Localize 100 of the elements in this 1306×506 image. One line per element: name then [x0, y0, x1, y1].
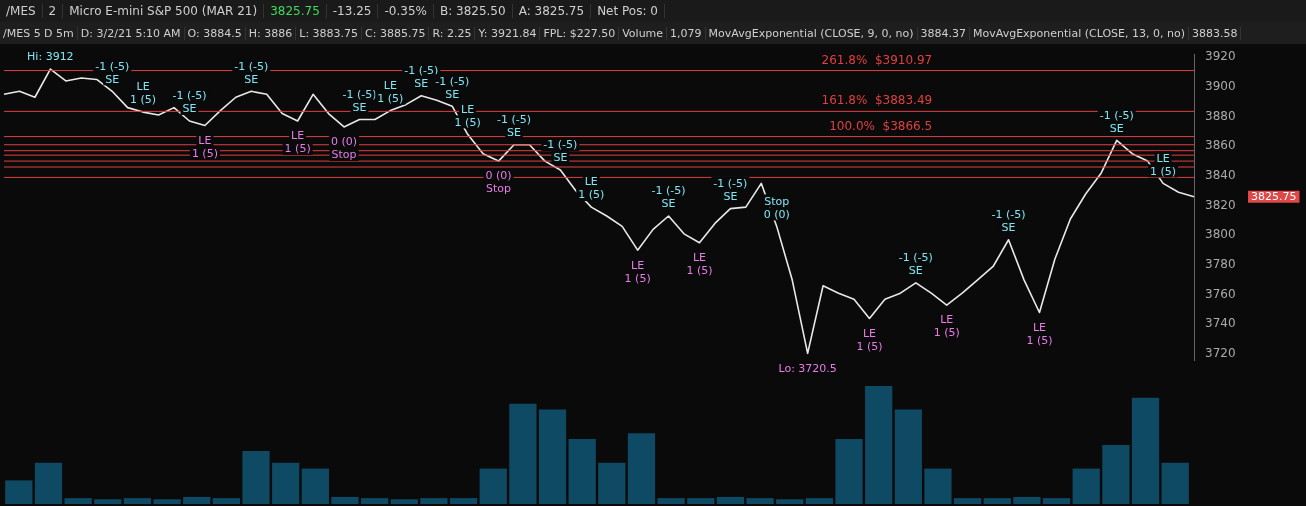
text: FPL: $227.50	[540, 26, 620, 40]
annotation: LE 1 (5)	[624, 258, 651, 285]
annotation: -1 (-5) SE	[651, 184, 686, 211]
annotation: LE 1 (5)	[130, 80, 157, 107]
text: C: 3885.75	[362, 26, 430, 40]
text: 3825.75	[264, 4, 327, 18]
ref-line-label: 161.8% $3883.49	[821, 93, 933, 108]
annotation: Hi: 3912	[27, 50, 74, 64]
text: /MES	[0, 4, 43, 18]
text: MovAvgExponential (CLOSE, 13, 0, no)	[970, 26, 1189, 40]
annotation: LE 1 (5)	[933, 313, 960, 340]
bar	[1072, 468, 1100, 504]
annotation: LE 1 (5)	[1150, 151, 1177, 178]
text: 1,079	[667, 26, 706, 40]
bar	[716, 496, 745, 504]
bar	[420, 498, 448, 504]
y-tick-label: 3820	[1205, 197, 1236, 212]
bar	[331, 496, 359, 504]
text: Volume	[619, 26, 668, 40]
y-tick-label: 3740	[1205, 316, 1236, 331]
bar	[242, 450, 270, 504]
y-tick-label: 3760	[1205, 286, 1236, 301]
y-tick-label: 3720	[1205, 346, 1236, 361]
y-tick-label: 3860	[1205, 138, 1236, 153]
bar	[123, 498, 152, 504]
text: MovAvgExponential (CLOSE, 9, 0, no)	[705, 26, 918, 40]
annotation: LE 1 (5)	[191, 133, 218, 160]
bar	[390, 499, 418, 504]
bar	[5, 480, 33, 504]
text: 3825.75	[1251, 189, 1297, 203]
bar	[1013, 496, 1041, 504]
annotation: Stop 0 (0)	[763, 194, 790, 221]
bar	[835, 439, 863, 504]
y-tick-label: 3800	[1205, 227, 1236, 242]
y-tick-label: 3920	[1205, 49, 1236, 64]
text: B: 3825.50	[433, 4, 513, 18]
bar	[34, 462, 63, 504]
ref-line-label: 261.8% $3910.97	[821, 52, 933, 67]
annotation: 0 (0) Stop	[485, 169, 512, 196]
bar	[568, 439, 596, 504]
text: O: 3884.5	[184, 26, 246, 40]
text: 3884.37	[917, 26, 971, 40]
y-tick-label: 3840	[1205, 168, 1236, 183]
text: A: 3825.75	[512, 4, 592, 18]
bar	[301, 468, 329, 504]
bar	[212, 498, 241, 504]
text: Micro E-mini S&P 500 (MAR 21)	[63, 4, 265, 18]
annotation: LE 1 (5)	[377, 78, 404, 105]
bar	[687, 498, 715, 504]
annotation: -1 (-5) SE	[496, 113, 532, 140]
y-tick-label: 3880	[1205, 108, 1236, 123]
bar	[183, 496, 211, 504]
bar	[953, 498, 982, 504]
annotation: -1 (-5) SE	[342, 87, 377, 114]
annotation: -1 (-5) SE	[95, 59, 130, 86]
bar	[449, 498, 478, 504]
bar	[538, 409, 567, 504]
bar	[1102, 445, 1130, 504]
annotation: Lo: 3720.5	[778, 361, 837, 375]
annotation: LE 1 (5)	[1026, 320, 1053, 347]
ref-line-label: 100.0% $3866.5	[829, 118, 933, 133]
bar	[924, 468, 952, 504]
text: 2	[42, 4, 64, 18]
annotation: -1 (-5) SE	[713, 176, 748, 203]
bar	[360, 498, 389, 504]
annotation: 0 (0) Stop	[330, 135, 358, 162]
text: R: 2.25	[429, 26, 476, 40]
text: Net Pos: 0	[591, 4, 665, 18]
bar	[94, 499, 122, 504]
bar	[746, 498, 774, 504]
bar	[657, 498, 685, 504]
bar	[776, 499, 804, 504]
bar	[865, 386, 893, 504]
annotation: LE 1 (5)	[686, 251, 713, 278]
text: L: 3883.75	[296, 26, 363, 40]
bar	[627, 433, 656, 504]
annotation: LE 1 (5)	[454, 102, 481, 129]
y-tick-label: 3780	[1205, 257, 1236, 272]
bar	[153, 499, 181, 504]
y-tick-label: 3900	[1205, 78, 1236, 93]
annotation: LE 1 (5)	[284, 129, 311, 156]
text: -13.25	[326, 4, 379, 18]
text: -0.35%	[378, 4, 434, 18]
bar	[479, 468, 507, 504]
text: /MES 5 D 5m	[0, 26, 78, 40]
bar	[1131, 397, 1160, 504]
annotation: -1 (-5) SE	[898, 251, 933, 278]
bar	[1042, 498, 1071, 504]
annotation: LE 1 (5)	[856, 326, 883, 353]
bar	[64, 498, 92, 504]
bar	[983, 498, 1011, 504]
text: D: 3/2/21 5:10 AM	[77, 26, 185, 40]
text: H: 3886	[245, 26, 297, 40]
annotation: -1 (-5) SE	[234, 59, 269, 86]
annotation: -1 (-5) SE	[172, 89, 207, 116]
bar	[598, 462, 626, 504]
annotation: LE 1 (5)	[578, 175, 605, 202]
bar	[894, 409, 922, 504]
text: 3883.58	[1188, 26, 1242, 40]
annotation: -1 (-5) SE	[1099, 108, 1134, 135]
